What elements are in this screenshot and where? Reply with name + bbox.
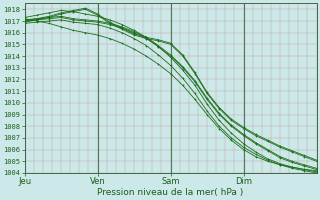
X-axis label: Pression niveau de la mer( hPa ): Pression niveau de la mer( hPa ) [98,188,244,197]
